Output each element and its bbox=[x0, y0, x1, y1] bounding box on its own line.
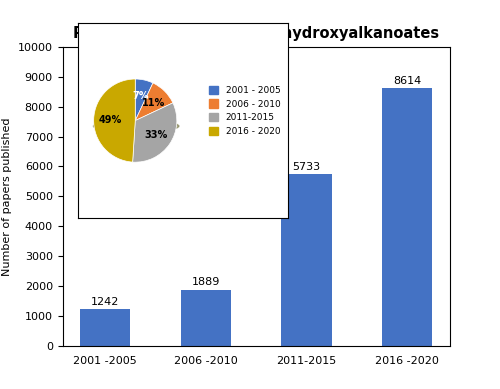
Text: 33%: 33% bbox=[144, 130, 168, 140]
Title: Papers published on polyhydroxyalkanoates: Papers published on polyhydroxyalkanoate… bbox=[73, 26, 440, 41]
Text: 1889: 1889 bbox=[192, 277, 220, 287]
Text: 8614: 8614 bbox=[393, 76, 422, 86]
Wedge shape bbox=[94, 79, 136, 162]
Legend: 2001 - 2005, 2006 - 2010, 2011-2015, 2016 - 2020: 2001 - 2005, 2006 - 2010, 2011-2015, 201… bbox=[206, 83, 283, 138]
Bar bbox=[181, 290, 231, 346]
Text: 1242: 1242 bbox=[91, 296, 120, 307]
Text: 49%: 49% bbox=[98, 115, 122, 125]
Text: 5733: 5733 bbox=[292, 162, 320, 172]
Bar bbox=[382, 88, 432, 346]
Wedge shape bbox=[135, 83, 173, 121]
Text: 7%: 7% bbox=[132, 91, 149, 101]
Wedge shape bbox=[135, 79, 153, 121]
Text: 11%: 11% bbox=[142, 98, 165, 108]
Ellipse shape bbox=[94, 120, 179, 132]
Bar bbox=[80, 309, 130, 346]
Bar bbox=[282, 175, 332, 346]
Y-axis label: Number of papers published: Number of papers published bbox=[2, 117, 12, 276]
Wedge shape bbox=[132, 103, 177, 162]
